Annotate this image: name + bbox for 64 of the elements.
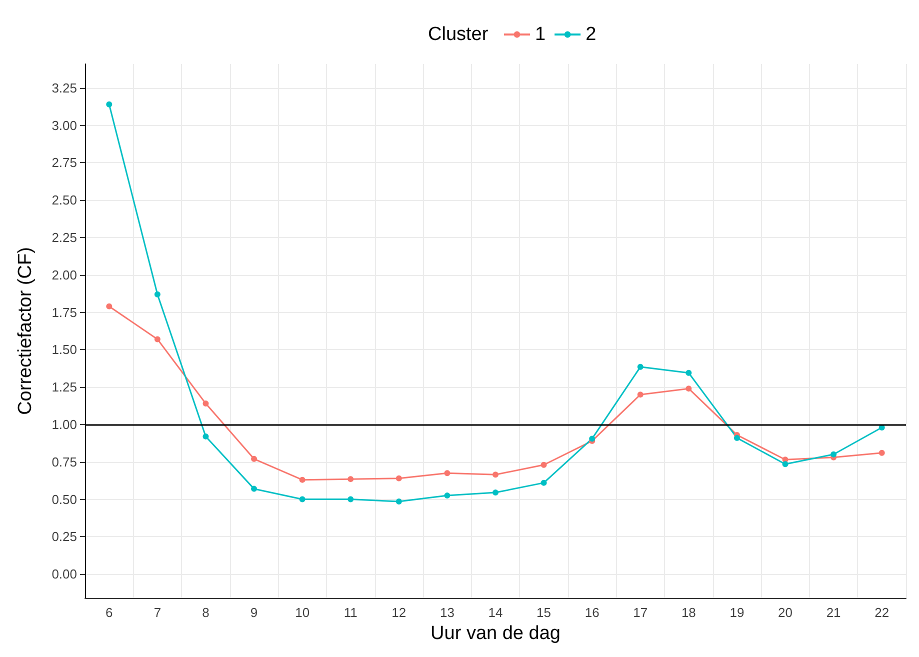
point	[299, 476, 306, 483]
y-tick-label: 0.75	[52, 454, 77, 470]
x-tick-label: 21	[826, 605, 841, 620]
y-tick-label: 0.00	[52, 566, 77, 582]
y-tick-label: 0.25	[52, 529, 77, 544]
point	[492, 490, 498, 496]
x-tick-label: 19	[730, 605, 744, 620]
x-tick-label: 15	[536, 605, 552, 620]
y-tick-label: 1.75	[52, 304, 77, 320]
point	[348, 496, 354, 502]
point	[106, 101, 112, 108]
y-tick-label: 2.25	[52, 230, 77, 246]
point	[396, 475, 402, 482]
point	[686, 386, 692, 392]
y-tick-label: 2.50	[52, 192, 77, 208]
point	[878, 450, 885, 456]
x-tick-label: 12	[392, 605, 406, 620]
point	[444, 470, 450, 476]
point	[348, 476, 354, 482]
point	[251, 456, 258, 462]
point	[637, 364, 644, 370]
point	[154, 291, 160, 298]
point	[299, 496, 306, 502]
point	[734, 434, 740, 441]
x-tick-label: 8	[202, 605, 210, 620]
point	[154, 336, 160, 342]
x-tick-label: 14	[488, 605, 503, 620]
y-tick-label: 2.00	[52, 267, 77, 282]
y-tick-label: 3.25	[52, 80, 77, 96]
x-tick-label: 11	[344, 605, 358, 620]
point	[251, 486, 258, 492]
x-tick-label: 22	[874, 605, 890, 620]
point	[686, 370, 692, 376]
point	[202, 400, 209, 407]
point	[637, 392, 644, 398]
x-tick-label: 17	[633, 605, 648, 620]
x-axis-title: Uur van de dag	[430, 623, 560, 644]
point	[540, 462, 547, 468]
x-tick-label: 20	[778, 605, 792, 620]
x-tick-label: 16	[584, 605, 600, 620]
y-tick-label: 1.50	[52, 342, 77, 358]
x-tick-label: 9	[250, 605, 258, 620]
point	[202, 433, 209, 440]
legend-label: 1	[535, 24, 546, 45]
x-tick-label: 7	[154, 605, 162, 620]
x-tick-label: 10	[295, 605, 310, 620]
y-tick-label: 2.75	[52, 155, 77, 170]
x-tick-label: 18	[681, 605, 696, 620]
x-tick-label: 6	[106, 605, 113, 620]
y-tick-label: 0.50	[52, 492, 77, 507]
x-tick-label: 13	[440, 605, 454, 620]
legend-label: 2	[586, 24, 596, 45]
point	[540, 480, 547, 486]
point	[782, 461, 788, 468]
point	[106, 303, 112, 310]
point	[830, 451, 837, 458]
y-axis-title: Correctiefactor (CF)	[15, 247, 36, 415]
y-tick-label: 1.00	[52, 416, 77, 432]
point	[492, 472, 498, 478]
legend-title: Cluster	[428, 24, 489, 45]
y-tick-label: 3.00	[52, 118, 77, 133]
point	[444, 492, 450, 499]
point	[396, 498, 402, 505]
y-tick-label: 1.25	[52, 380, 77, 395]
